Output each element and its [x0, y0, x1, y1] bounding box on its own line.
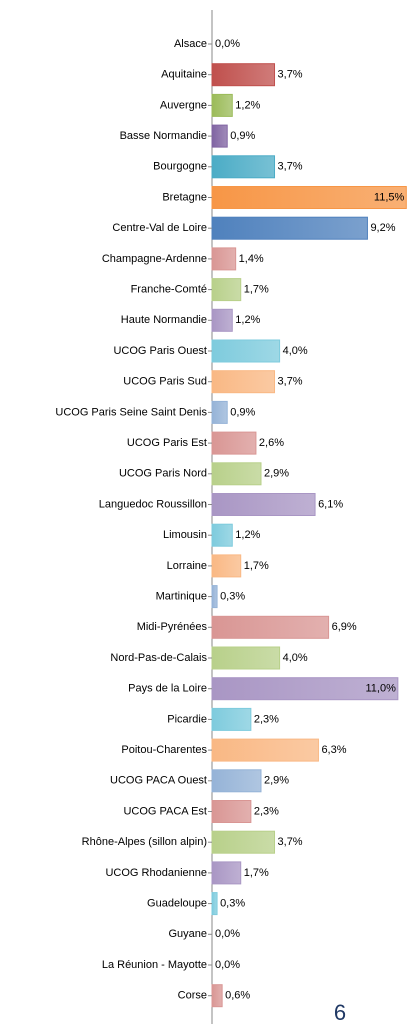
bar: [211, 830, 276, 854]
value-label: 2,3%: [254, 713, 279, 725]
bar: [211, 339, 281, 363]
value-label: 9,2%: [370, 222, 395, 234]
y-tick-label: Guyane: [168, 928, 207, 940]
bar: [211, 278, 242, 302]
bar: [211, 615, 330, 639]
bar: [211, 93, 233, 117]
y-tick-label: Nord-Pas-de-Calais: [110, 652, 207, 664]
value-label: 6,1%: [318, 498, 343, 510]
value-label: 2,9%: [264, 468, 289, 480]
y-tick-label: UCOG Paris Seine Saint Denis: [55, 406, 207, 418]
value-label: 1,2%: [235, 529, 260, 541]
value-label: 2,6%: [259, 437, 284, 449]
value-label: 3,7%: [278, 376, 303, 388]
bar: [211, 308, 233, 332]
value-label: 0,9%: [230, 406, 255, 418]
bar: [211, 63, 276, 87]
y-tick-label: Basse Normandie: [120, 130, 207, 142]
y-tick-label: Haute Normandie: [121, 314, 207, 326]
y-tick-label: UCOG Paris Ouest: [113, 345, 207, 357]
value-label: 0,0%: [215, 928, 240, 940]
bar: [211, 216, 368, 240]
bar: [211, 370, 276, 394]
value-label: 6,9%: [332, 621, 357, 633]
value-label: 2,9%: [264, 775, 289, 787]
y-tick-label: Champagne-Ardenne: [102, 253, 207, 265]
y-tick-label: UCOG Paris Est: [127, 437, 207, 449]
value-label: 1,7%: [244, 560, 269, 572]
value-label: 11,5%: [374, 191, 405, 203]
bar: [211, 800, 252, 823]
bar: [211, 892, 218, 916]
y-tick-label: Aquitaine: [161, 69, 207, 81]
y-tick-label: Centre-Val de Loire: [112, 222, 207, 234]
bar: [211, 247, 237, 271]
y-tick-label: Alsace: [174, 38, 207, 50]
value-label: 0,0%: [215, 959, 240, 971]
bar: [211, 707, 252, 731]
y-tick-label: UCOG PACA Ouest: [110, 775, 207, 787]
value-label: 3,7%: [278, 69, 303, 81]
value-label: 4,0%: [283, 652, 308, 664]
value-label: 1,2%: [235, 314, 260, 326]
y-tick-label: UCOG PACA Est: [123, 805, 207, 817]
value-label: 3,7%: [278, 836, 303, 848]
value-label: 1,2%: [235, 99, 260, 111]
value-label: 0,9%: [230, 130, 255, 142]
value-label: 2,3%: [254, 805, 279, 817]
bar: [211, 400, 228, 424]
y-tick-label: UCOG Paris Nord: [119, 468, 207, 480]
y-tick-label: Auvergne: [160, 99, 207, 111]
bar: [211, 124, 228, 148]
page-number: 6: [334, 1000, 346, 1024]
value-label: 6,3%: [321, 744, 346, 756]
value-label: 3,7%: [278, 161, 303, 173]
value-label: 0,0%: [215, 38, 240, 50]
y-tick-label: Lorraine: [167, 560, 207, 572]
bar: [211, 523, 233, 547]
bar: [211, 155, 276, 179]
y-tick-label: Picardie: [167, 713, 207, 725]
value-label: 1,7%: [244, 867, 269, 879]
bar: [211, 493, 316, 516]
y-tick-label: Limousin: [163, 529, 207, 541]
bar: [211, 554, 242, 578]
y-tick-label: Rhône-Alpes (sillon alpin): [82, 836, 207, 848]
bar: [211, 431, 257, 455]
y-tick-label: UCOG Rhodanienne: [105, 867, 207, 879]
value-label: 4,0%: [283, 345, 308, 357]
value-label: 1,4%: [239, 253, 264, 265]
value-label: 0,3%: [220, 591, 245, 603]
bar: [211, 646, 281, 670]
y-tick-label: Martinique: [156, 591, 207, 603]
value-label: 0,6%: [225, 990, 250, 1002]
y-tick-label: Poitou-Charentes: [121, 744, 207, 756]
y-tick-label: Franche-Comté: [131, 284, 207, 296]
y-tick-label: Guadeloupe: [147, 898, 207, 910]
value-label: 0,3%: [220, 898, 245, 910]
y-tick-label: Bourgogne: [153, 161, 207, 173]
y-tick-label: La Réunion - Mayotte: [102, 959, 207, 971]
bar: [211, 861, 242, 885]
y-tick-label: Languedoc Roussillon: [99, 498, 207, 510]
y-tick-label: Pays de la Loire: [128, 683, 207, 695]
bar: [211, 738, 319, 762]
value-label: 11,0%: [365, 683, 396, 695]
bar: [211, 585, 218, 609]
bar: [211, 984, 223, 1008]
y-tick-label: UCOG Paris Sud: [123, 376, 207, 388]
y-tick-label: Bretagne: [162, 191, 207, 203]
y-tick-label: Midi-Pyrénées: [137, 621, 208, 633]
bar: [211, 769, 262, 793]
value-label: 1,7%: [244, 284, 269, 296]
y-tick-label: Corse: [178, 990, 207, 1002]
bar: [211, 462, 262, 486]
